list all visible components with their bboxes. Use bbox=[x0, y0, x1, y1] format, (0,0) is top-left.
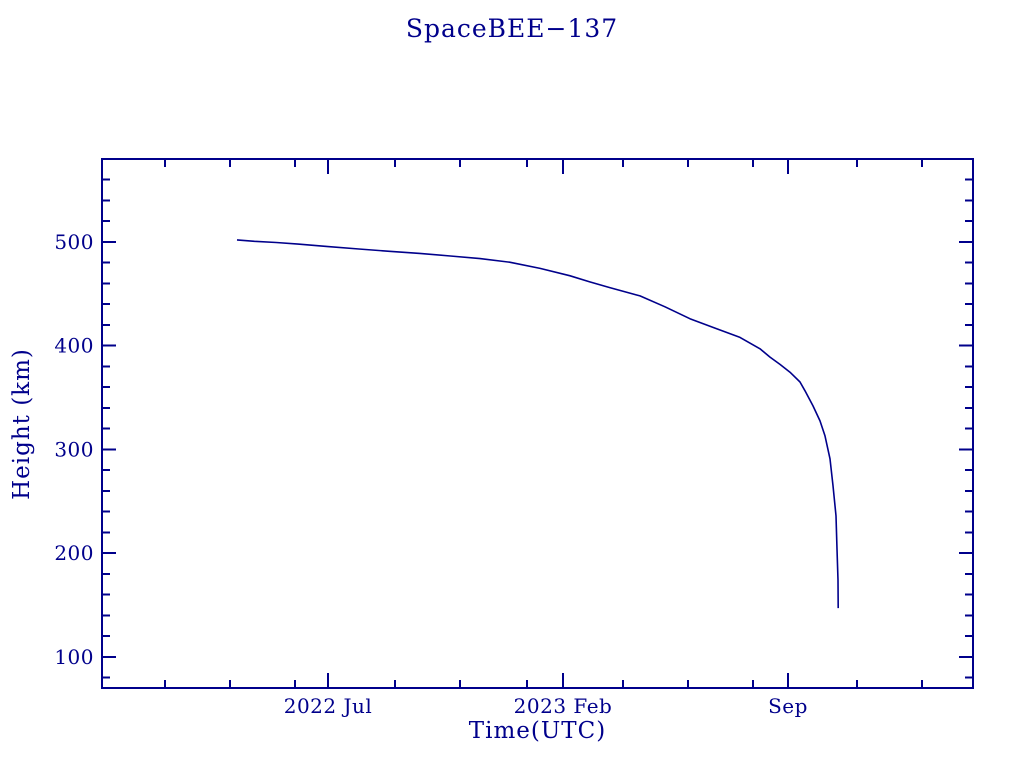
height-decay-curve bbox=[236, 239, 839, 609]
y-tick-label: 500 bbox=[54, 230, 94, 254]
y-tick-label: 200 bbox=[54, 541, 94, 565]
x-tick-label: Sep bbox=[768, 694, 808, 718]
y-axis-title: Height (km) bbox=[9, 348, 35, 500]
plot-frame bbox=[101, 158, 974, 689]
y-tick-label: 100 bbox=[54, 645, 94, 669]
y-tick-label: 300 bbox=[54, 437, 94, 461]
x-tick-label: 2023 Feb bbox=[514, 694, 613, 718]
y-tick-label: 400 bbox=[54, 334, 94, 358]
x-tick-label: 2022 Jul bbox=[284, 694, 373, 718]
x-axis-title: Time(UTC) bbox=[468, 718, 607, 744]
chart-title: SpaceBEE−137 bbox=[405, 14, 619, 43]
